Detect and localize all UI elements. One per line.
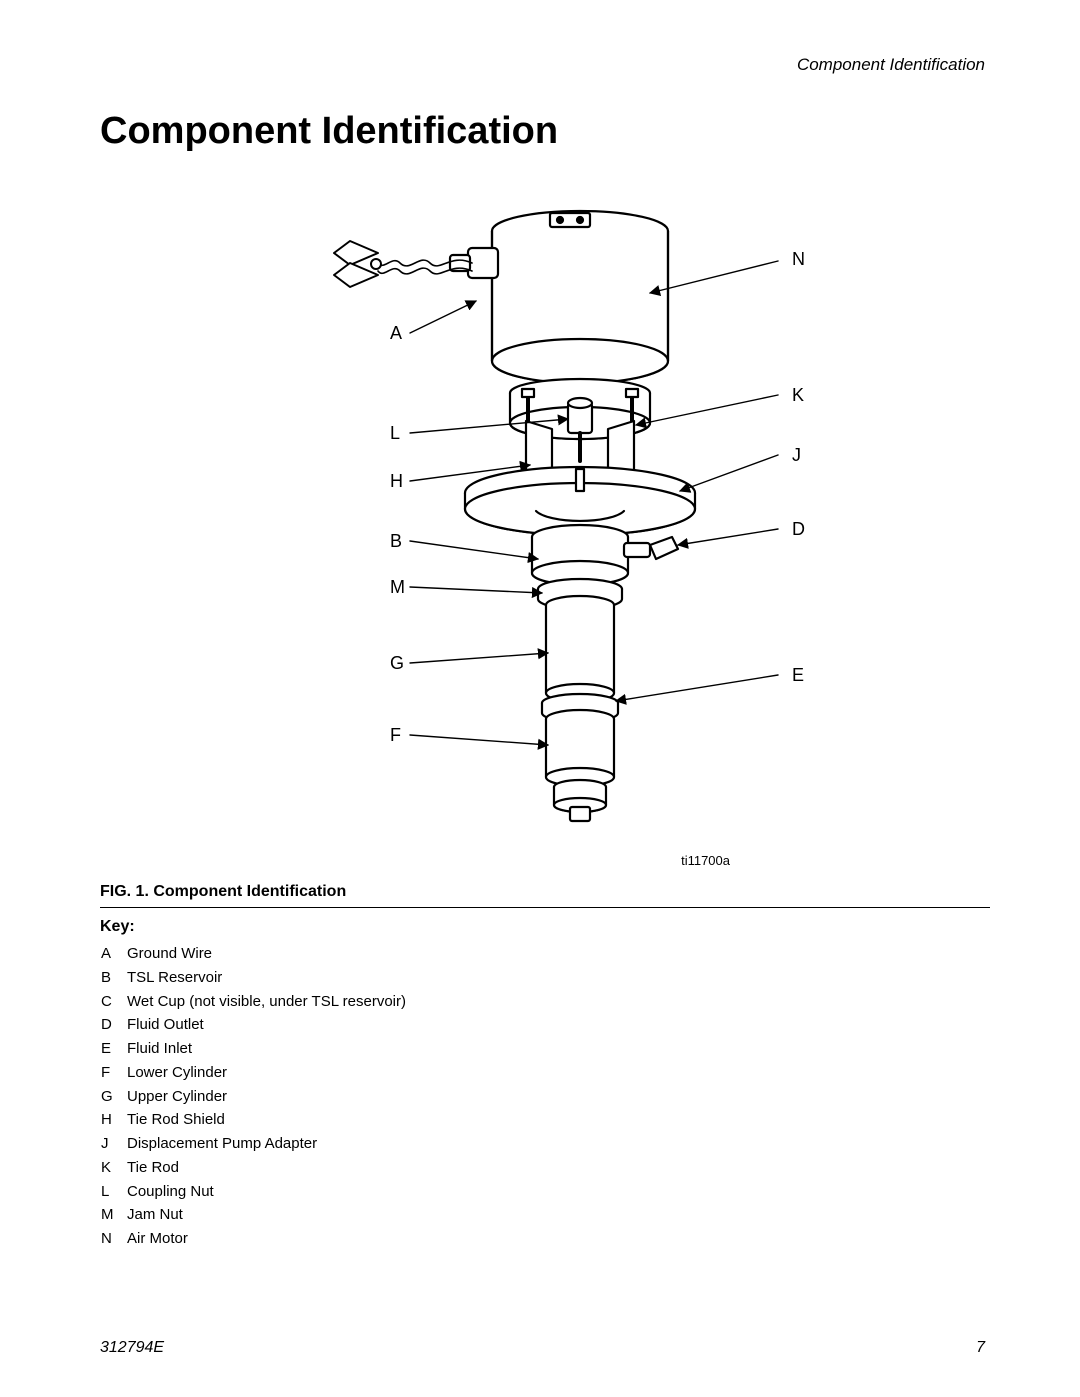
key-desc: Fluid Outlet [126, 1013, 407, 1037]
footer-page-no: 7 [976, 1339, 985, 1357]
key-row: EFluid Inlet [100, 1037, 407, 1061]
callout-N: N [792, 249, 805, 270]
figure-caption-prefix: FIG. 1. [100, 883, 153, 900]
figure-caption-title: Component Identification [153, 883, 346, 900]
key-letter: G [100, 1085, 126, 1109]
key-letter: A [100, 942, 126, 966]
key-desc: Air Motor [126, 1227, 407, 1251]
key-row: CWet Cup (not visible, under TSL reservo… [100, 990, 407, 1014]
page: Component Identification Component Ident… [0, 0, 1080, 1397]
callout-K: K [792, 385, 804, 406]
key-desc: Fluid Inlet [126, 1037, 407, 1061]
key-row: JDisplacement Pump Adapter [100, 1132, 407, 1156]
key-desc: Displacement Pump Adapter [126, 1132, 407, 1156]
key-letter: N [100, 1227, 126, 1251]
page-title: Component Identification [100, 110, 990, 153]
key-row: HTie Rod Shield [100, 1108, 407, 1132]
key-desc: Jam Nut [126, 1203, 407, 1227]
key-letter: F [100, 1061, 126, 1085]
key-row: FLower Cylinder [100, 1061, 407, 1085]
key-row: BTSL Reservoir [100, 966, 407, 990]
callout-H: H [390, 471, 403, 492]
key-letter: D [100, 1013, 126, 1037]
callout-L: L [390, 423, 400, 444]
key-letter: H [100, 1108, 126, 1132]
key-table: AGround WireBTSL ReservoirCWet Cup (not … [100, 942, 407, 1251]
pump-diagram [280, 193, 840, 833]
key-row: LCoupling Nut [100, 1180, 407, 1204]
key-row: MJam Nut [100, 1203, 407, 1227]
key-letter: J [100, 1132, 126, 1156]
callout-J: J [792, 445, 801, 466]
key-row: AGround Wire [100, 942, 407, 966]
key-row: DFluid Outlet [100, 1013, 407, 1037]
key-row: GUpper Cylinder [100, 1085, 407, 1109]
key-heading: Key: [100, 918, 990, 936]
key-letter: M [100, 1203, 126, 1227]
key-desc: Tie Rod [126, 1156, 407, 1180]
key-letter: B [100, 966, 126, 990]
key-letter: C [100, 990, 126, 1014]
running-head: Component Identification [797, 55, 985, 75]
key-letter: E [100, 1037, 126, 1061]
key-letter: K [100, 1156, 126, 1180]
callout-F: F [390, 725, 401, 746]
callout-A: A [390, 323, 402, 344]
key-desc: Wet Cup (not visible, under TSL reservoi… [126, 990, 407, 1014]
key-letter: L [100, 1180, 126, 1204]
figure: N K J D E A L H B M G F ti11700a [100, 193, 990, 883]
callout-M: M [390, 577, 405, 598]
key-desc: Coupling Nut [126, 1180, 407, 1204]
figure-caption: FIG. 1. Component Identification [100, 883, 990, 901]
key-desc: Upper Cylinder [126, 1085, 407, 1109]
image-ref: ti11700a [681, 853, 730, 868]
key-row: KTie Rod [100, 1156, 407, 1180]
callout-G: G [390, 653, 404, 674]
key-row: NAir Motor [100, 1227, 407, 1251]
key-desc: Ground Wire [126, 942, 407, 966]
callout-E: E [792, 665, 804, 686]
caption-rule [100, 907, 990, 908]
footer-doc-id: 312794E [100, 1339, 164, 1357]
key-desc: Lower Cylinder [126, 1061, 407, 1085]
key-desc: TSL Reservoir [126, 966, 407, 990]
key-desc: Tie Rod Shield [126, 1108, 407, 1132]
callout-B: B [390, 531, 402, 552]
callout-D: D [792, 519, 805, 540]
